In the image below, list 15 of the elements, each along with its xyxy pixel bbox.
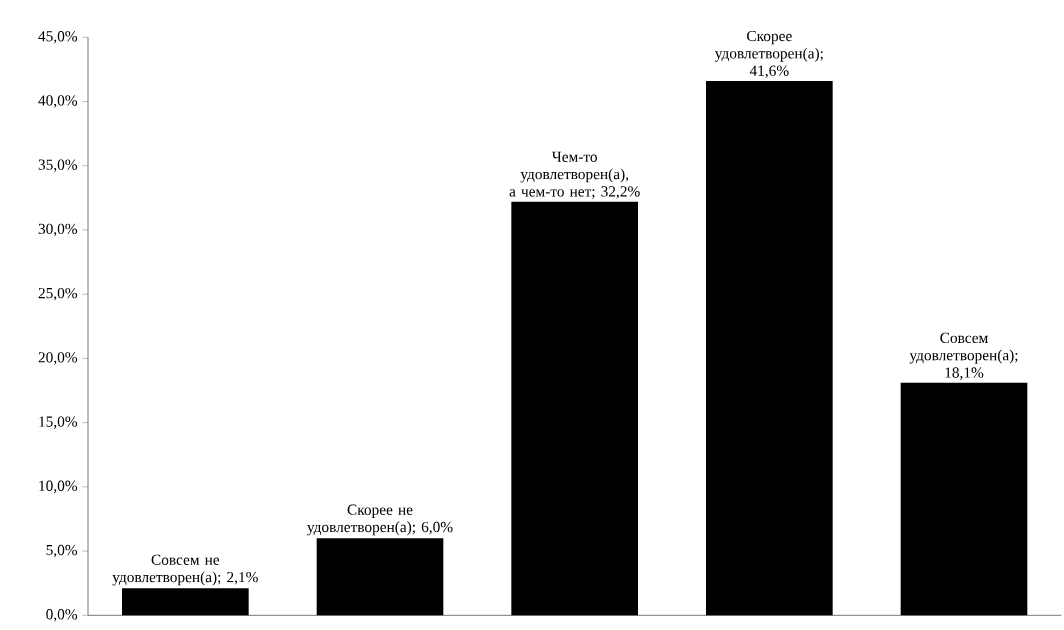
data-label: Скорее удовлетворен(а); 41,6% xyxy=(714,30,823,78)
data-label: Чем-то удовлетворен(а), а чем-то нет; 32,2% xyxy=(509,151,640,199)
data-label: Совсем удовлетворен(а); 18,1% xyxy=(909,332,1018,380)
y-tick-label: 45,0% xyxy=(38,30,78,44)
y-tick-label: 30,0% xyxy=(38,223,78,237)
y-tick-label: 35,0% xyxy=(38,159,78,172)
y-tick-label: 10,0% xyxy=(39,480,78,494)
data-label: Скорее не удовлетворен(а); 6,0% xyxy=(307,504,453,536)
y-tick-label: 40,0% xyxy=(38,95,78,108)
y-tick-label: 15,0% xyxy=(39,416,78,429)
y-tick-label: 25,0% xyxy=(38,287,78,301)
y-tick-label: 20,0% xyxy=(38,352,78,365)
y-tick-label: 0,0% xyxy=(46,608,78,622)
data-label: Совсем не удовлетворен(а); 2,1% xyxy=(112,554,258,586)
y-tick-label: 5,0% xyxy=(46,544,78,558)
